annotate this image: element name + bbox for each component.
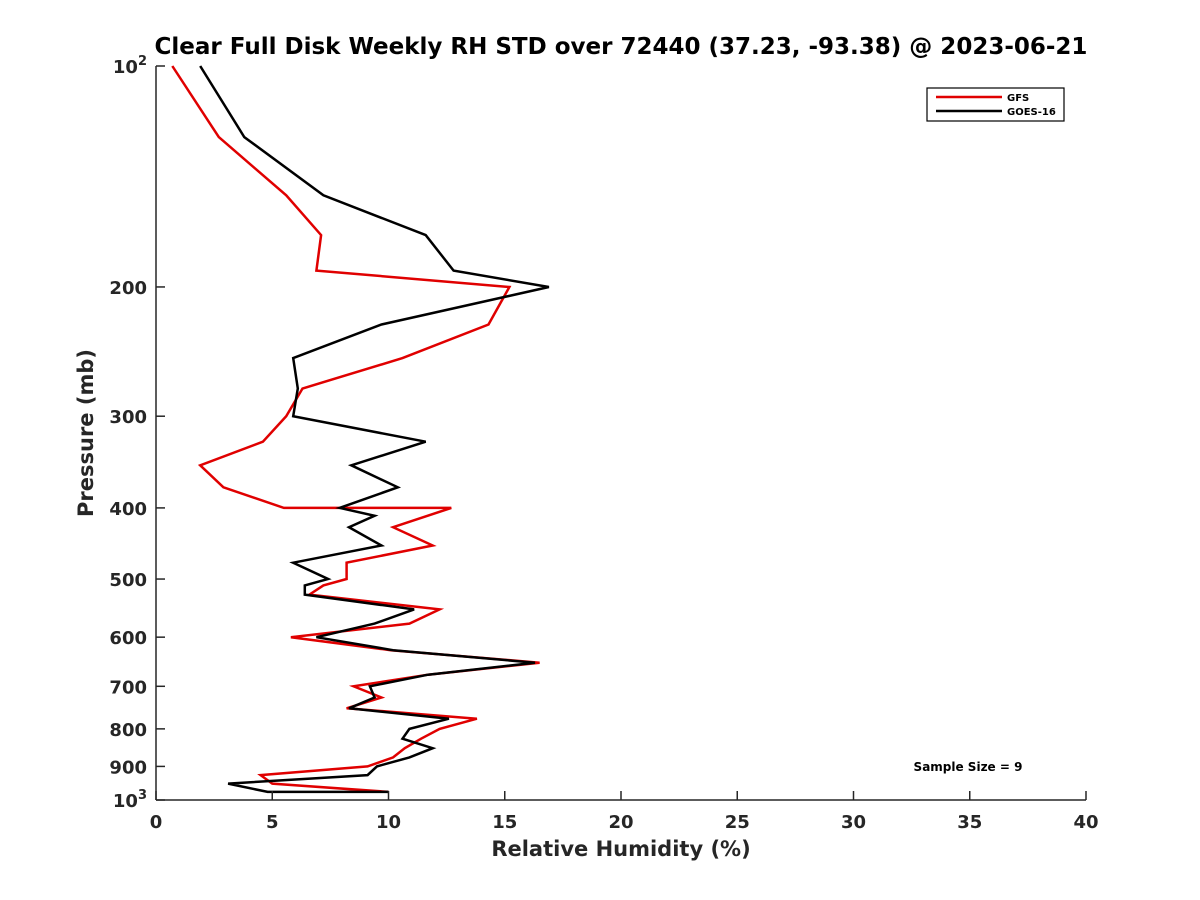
legend-label-gfs: GFS	[1007, 93, 1029, 104]
x-ticks: 0 5 10 15 20 25 30 35 40	[150, 791, 1099, 833]
series-line-goes16	[199, 65, 550, 794]
series-line-gfs	[171, 65, 540, 794]
y-tick-label: 800	[109, 720, 147, 741]
y-tick-label: 600	[109, 628, 147, 649]
series-layer	[171, 65, 550, 794]
chart-title: Clear Full Disk Weekly RH STD over 72440…	[155, 34, 1088, 60]
legend-label-goes16: GOES-16	[1007, 107, 1056, 118]
y-tick-label: 900	[109, 757, 147, 778]
x-tick-label: 15	[492, 812, 517, 833]
x-tick-label: 10	[376, 812, 401, 833]
y-tick-label: 103	[113, 788, 147, 812]
y-tick-label: 500	[109, 570, 147, 591]
y-tick-label: 200	[109, 278, 147, 299]
y-axis-label: Pressure (mb)	[74, 349, 98, 517]
y-tick-label: 700	[109, 677, 147, 698]
x-tick-label: 25	[725, 812, 750, 833]
y-ticks: 102 200 300 400 500 600 700 800 900 103	[109, 54, 165, 812]
y-tick-label: 102	[113, 54, 147, 78]
x-tick-label: 35	[957, 812, 982, 833]
x-axis-label: Relative Humidity (%)	[491, 837, 750, 861]
legend: GFS GOES-16	[926, 87, 1065, 122]
x-tick-label: 5	[266, 812, 279, 833]
sample-size-annotation: Sample Size = 9	[914, 760, 1023, 774]
x-tick-label: 30	[841, 812, 866, 833]
y-tick-label: 300	[109, 407, 147, 428]
legend-box	[926, 87, 1065, 122]
y-tick-label: 400	[109, 499, 147, 520]
x-tick-label: 20	[608, 812, 633, 833]
x-tick-label: 0	[150, 812, 163, 833]
x-tick-label: 40	[1073, 812, 1098, 833]
